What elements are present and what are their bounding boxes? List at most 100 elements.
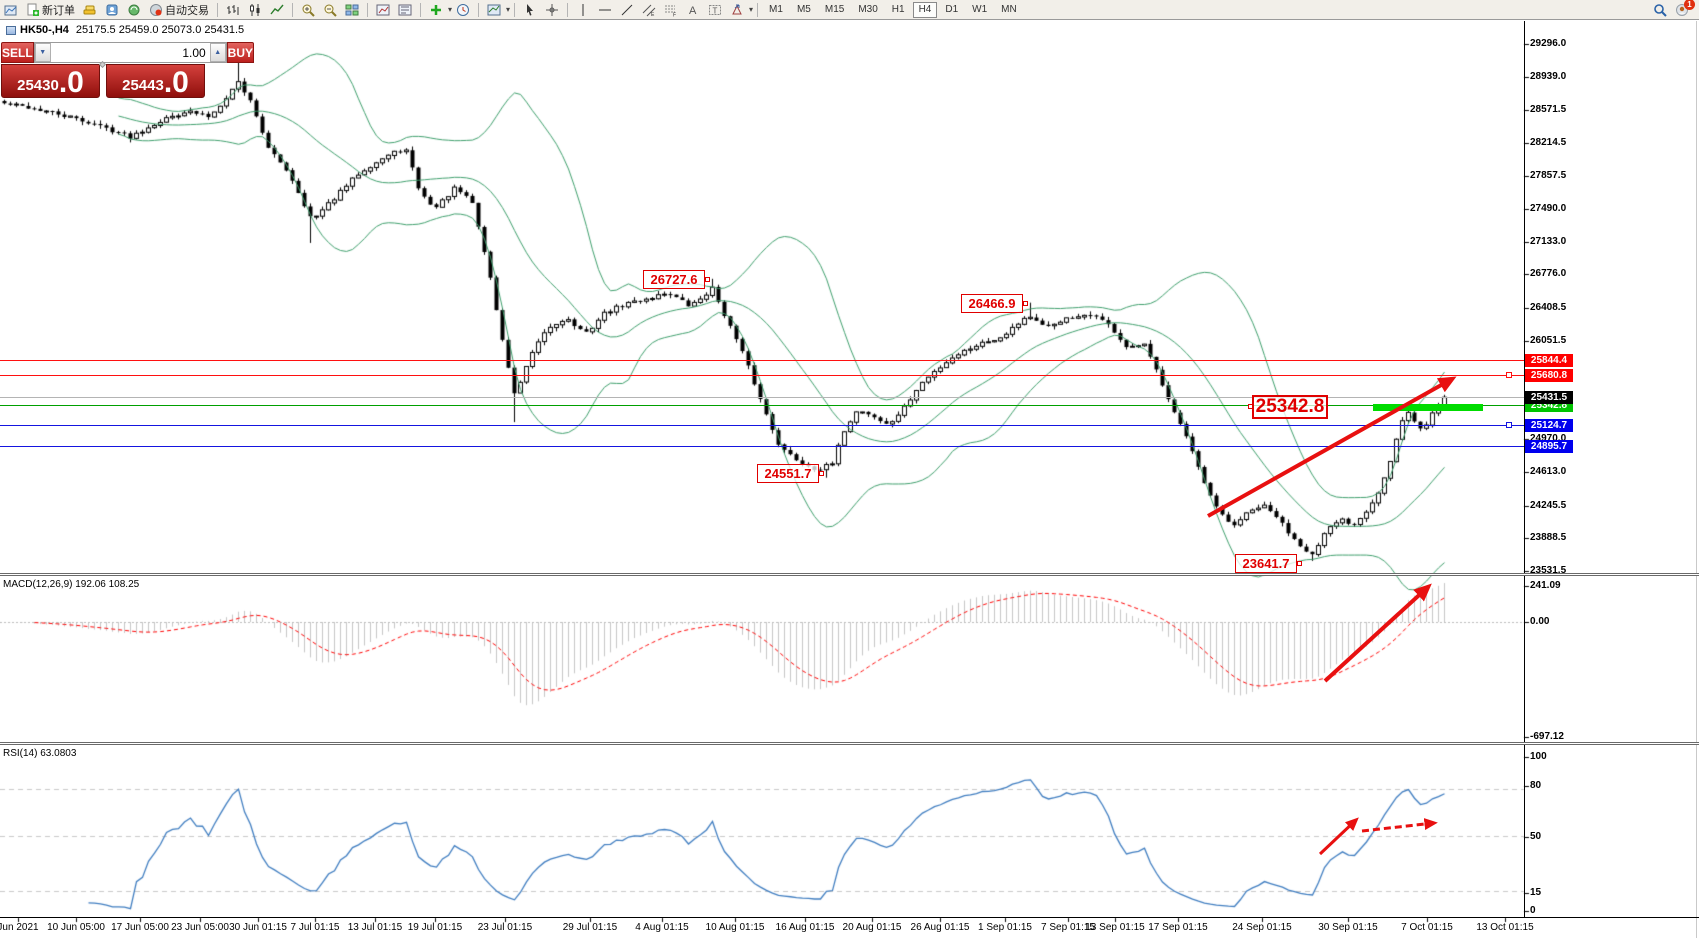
timeframe-m5-button[interactable]: M5 — [796, 4, 811, 15]
gold-button[interactable] — [80, 1, 100, 19]
signal-button[interactable] — [124, 1, 144, 19]
chart-title-row: HK50-,H4 25175.5 25459.0 25073.0 25431.5 — [6, 24, 244, 36]
publisher-button[interactable] — [102, 1, 122, 19]
price-axis-tick-label: 24970.0 — [1530, 433, 1567, 445]
buy-button[interactable]: BUY — [226, 42, 255, 63]
dropdown-caret-icon[interactable]: ▾ — [506, 5, 511, 14]
chat-button[interactable]: 1 — [1672, 0, 1695, 19]
dropdown-caret-icon[interactable]: ▾ — [448, 5, 453, 14]
price-axis-tick-label: 28214.5 — [1530, 136, 1567, 148]
new-order-button[interactable]: 新订单 — [23, 1, 78, 19]
price-axis-tick-label: 28571.5 — [1530, 104, 1567, 116]
rsi-label: RSI(14) 63.0803 — [3, 748, 77, 759]
toolbar: 新订单 自动交易 ▾ ▾ E F A T ▾ M1 M5 M15 M30 H1 H4 D1 W1 MN 1 — [0, 0, 1699, 20]
toolbar-left-group: 新订单 自动交易 ▾ ▾ E F A T ▾ — [0, 0, 753, 20]
one-click-trade-panel: SELL ▼ ▲ BUY 25430 .0 25443 .0 — [1, 42, 255, 98]
sell-price-button[interactable]: 25430 .0 — [1, 64, 100, 98]
time-axis-label: 29 Jul 01:15 — [562, 922, 618, 933]
rsi-axis-label: 0 — [1530, 905, 1536, 916]
timeframe-mn-button[interactable]: MN — [1001, 4, 1017, 15]
time-axis-label: 19 Jul 01:15 — [407, 922, 463, 933]
zoom-in-icon — [301, 3, 315, 17]
crosshair-button[interactable] — [542, 1, 562, 19]
timeframe-m1-button[interactable]: M1 — [769, 4, 783, 15]
hline-handle[interactable] — [1506, 371, 1512, 378]
channel-button[interactable]: E — [639, 1, 659, 19]
label-icon: T — [708, 3, 722, 17]
sell-price-main: 25430 — [17, 77, 59, 94]
current-price-segment — [0, 397, 1524, 399]
hline-button[interactable] — [595, 1, 615, 19]
rsi-axis-label: 50 — [1530, 831, 1542, 842]
price-annotation-23641.7[interactable]: 23641.7 — [1235, 554, 1302, 573]
buy-price-button[interactable]: 25443 .0 — [106, 64, 205, 98]
clock-button[interactable] — [453, 1, 473, 19]
text-button[interactable]: A — [683, 1, 703, 19]
notification-badge: 1 — [1684, 0, 1695, 10]
bar-chart-button[interactable] — [223, 1, 243, 19]
price-annotation-26466.9[interactable]: 26466.9 — [961, 294, 1028, 313]
fibonacci-button[interactable]: F — [661, 1, 681, 19]
timeframe-m30-button[interactable]: M30 — [858, 4, 878, 15]
gold-icon — [83, 3, 97, 17]
volume-increase-button[interactable]: ▲ — [209, 43, 226, 62]
time-axis-label: 30 Jun 01:15 — [229, 922, 287, 933]
bar-chart-icon — [226, 3, 240, 17]
price-annotation-26727.6[interactable]: 26727.6 — [643, 270, 710, 289]
timeframe-w1-button[interactable]: W1 — [972, 4, 988, 15]
zoom-out-button[interactable] — [320, 1, 340, 19]
macd-panel-separator[interactable] — [0, 573, 1699, 576]
dropdown-caret-icon[interactable]: ▾ — [749, 5, 754, 14]
price-axis-tick-label: 23888.5 — [1530, 532, 1567, 544]
arrange-alt-button[interactable] — [395, 1, 415, 19]
autotrading-button[interactable]: 自动交易 — [146, 1, 212, 19]
chart-partial-button[interactable] — [1, 1, 21, 19]
price-annotation-24551.7[interactable]: 24551.7 — [757, 464, 824, 483]
add-indicator-button[interactable] — [426, 1, 446, 19]
price-axis-tick-label: 26051.5 — [1530, 334, 1567, 346]
label-button[interactable]: T — [705, 1, 725, 19]
zoom-in-button[interactable] — [298, 1, 318, 19]
buy-price-main: 25443 — [122, 77, 164, 94]
arrange-alt-icon — [398, 3, 412, 17]
timeframe-m15-button[interactable]: M15 — [824, 4, 845, 15]
zoom-out-icon — [323, 3, 337, 17]
trendline-button[interactable] — [617, 1, 637, 19]
rsi-panel-separator[interactable] — [0, 742, 1699, 745]
hline-handle[interactable] — [1506, 422, 1512, 429]
price-axis-tick-label: 29296.0 — [1530, 38, 1567, 49]
cursor-icon — [523, 3, 537, 17]
shapes-button[interactable] — [727, 1, 747, 19]
volume-input[interactable] — [50, 43, 210, 62]
timeframe-d1-button[interactable]: D1 — [945, 4, 959, 15]
line-chart-icon — [270, 3, 284, 17]
arrange-icon — [376, 3, 390, 17]
green-highlight-bar[interactable] — [1373, 404, 1483, 411]
sell-button[interactable]: SELL — [1, 42, 34, 63]
price-tag-25680.8: 25680.8 — [1525, 368, 1573, 382]
hline-segment — [0, 374, 1524, 376]
template-button[interactable] — [484, 1, 504, 19]
trendline-icon — [620, 3, 634, 17]
timeframe-h4-button[interactable]: H4 — [912, 1, 938, 18]
arrange-button[interactable] — [373, 1, 393, 19]
symbol-title: HK50-,H4 — [20, 24, 69, 36]
publisher-icon — [105, 3, 119, 17]
price-annotation-25342.8[interactable]: 25342.8 — [1248, 395, 1328, 419]
search-button[interactable] — [1650, 1, 1670, 19]
annotation-connector — [819, 470, 824, 476]
signal-icon — [127, 3, 141, 17]
candlestick-button[interactable] — [245, 1, 265, 19]
line-chart-button[interactable] — [267, 1, 287, 19]
volume-decrease-button[interactable]: ▼ — [34, 43, 51, 62]
text-icon: A — [686, 3, 700, 17]
cursor-button[interactable] — [520, 1, 540, 19]
toolbar-separator — [367, 2, 368, 17]
tile-windows-button[interactable] — [342, 1, 362, 19]
add-indicator-icon — [429, 3, 443, 17]
time-axis-label: 20 Aug 01:15 — [842, 922, 902, 933]
vline-button[interactable] — [573, 1, 593, 19]
svg-text:F: F — [673, 12, 676, 17]
timeframe-h1-button[interactable]: H1 — [891, 4, 905, 15]
